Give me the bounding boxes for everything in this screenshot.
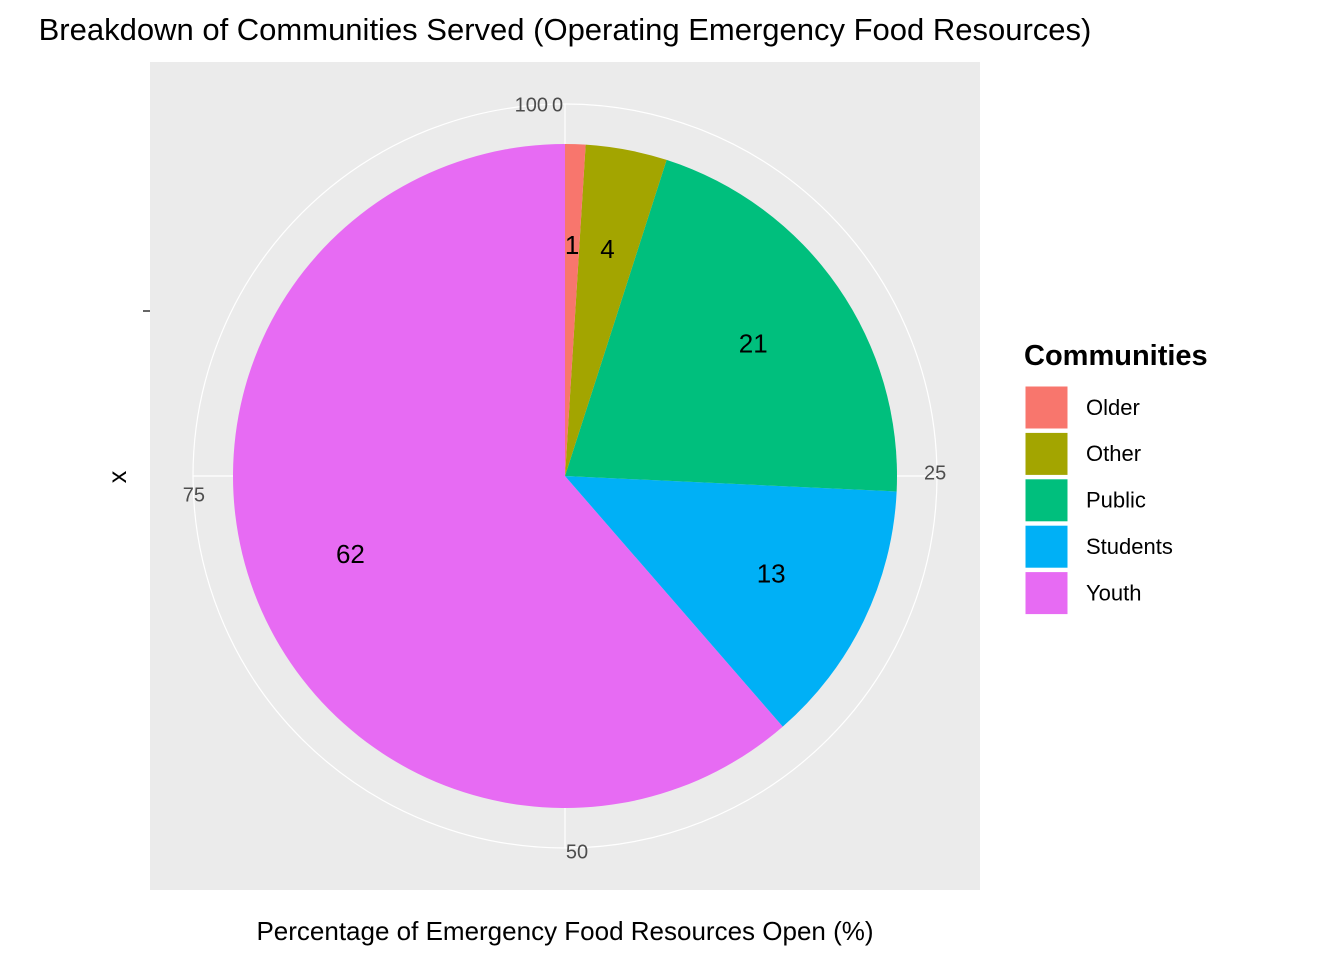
legend-title: Communities [1024, 340, 1208, 372]
theta-tick-100: 100 [515, 94, 548, 116]
slice-label-public: 21 [739, 328, 768, 358]
legend-label-students: Students [1086, 534, 1173, 559]
legend-key-other [1024, 431, 1069, 476]
pie-slices [233, 144, 897, 809]
theta-tick-labels: 0 25 50 75 100 [183, 94, 947, 863]
legend-key-older [1024, 385, 1069, 430]
legend-label-older: Older [1086, 395, 1140, 420]
legend-label-public: Public [1086, 488, 1146, 513]
slice-label-other: 4 [600, 234, 614, 264]
theta-tick-0: 0 [552, 94, 563, 116]
legend-key-youth [1024, 571, 1069, 616]
pie-slice-students [565, 476, 897, 727]
pie-slice-older [565, 144, 586, 476]
pie-slice-youth [233, 144, 783, 809]
theta-tick-75: 75 [183, 484, 205, 506]
chart-title: Breakdown of Communities Served (Operati… [39, 12, 1092, 47]
theta-tick-25: 25 [924, 462, 946, 484]
slice-label-students: 13 [757, 559, 786, 589]
legend: Communities Older Other Public Students Yout… [1024, 340, 1208, 616]
theta-tick-50: 50 [566, 841, 588, 863]
legend-label-youth: Youth [1086, 580, 1141, 605]
slice-labels: 62 13 21 41 [336, 230, 786, 589]
x-axis-label: Percentage of Emergency Food Resources O… [256, 916, 873, 946]
legend-key-public [1024, 478, 1069, 523]
legend-label-other: Other [1086, 441, 1141, 466]
legend-key-students [1024, 524, 1069, 569]
slice-label-youth: 62 [336, 539, 365, 569]
pie-slice-public [565, 159, 897, 492]
slice-label-older: 1 [565, 230, 579, 260]
pie-slice-other [565, 144, 667, 477]
y-axis-label: x [104, 470, 132, 483]
